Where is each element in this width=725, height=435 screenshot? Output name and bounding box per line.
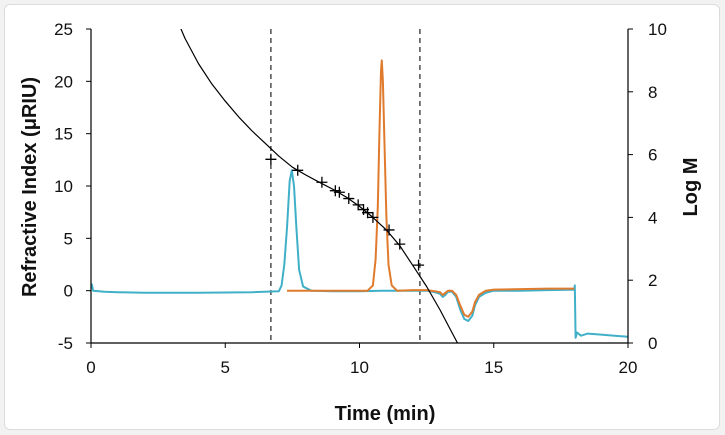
- calibration-marker-12: [413, 259, 425, 271]
- calibration-marker-6: [352, 199, 364, 211]
- y-axis-right-title: Log M: [680, 158, 702, 217]
- y-left-tick-label: 10: [54, 177, 73, 196]
- calibration-marker-8: [362, 207, 374, 219]
- y-right-tick-label: 8: [648, 83, 657, 102]
- blue-trace: [91, 169, 628, 339]
- y-left-tick-label: 20: [54, 72, 73, 91]
- calibration-marker-11: [394, 238, 406, 250]
- series-layer: [91, 29, 628, 343]
- calibration-marker-2: [316, 176, 328, 188]
- y-right-tick-label: 0: [648, 334, 657, 353]
- y-right-tick-label: 2: [648, 271, 657, 290]
- y-right-tick-label: 4: [648, 208, 657, 227]
- x-tick-label: 10: [350, 358, 369, 377]
- axis-layer: 0 5 10 15 20 -5 0 5 10 15 20 25 0 2 4 6 8 10: [54, 20, 667, 377]
- y-right-tick-label: 10: [648, 20, 667, 39]
- calibration-marker-5: [343, 193, 355, 205]
- x-tick-label: 15: [484, 358, 503, 377]
- calibration-marker-4: [333, 186, 345, 198]
- x-tick-label: 20: [619, 358, 638, 377]
- y-left-tick-label: 5: [64, 229, 73, 248]
- calibration-marker-10: [383, 224, 395, 236]
- x-tick-label: 5: [221, 358, 230, 377]
- y-left-tick-label: 0: [64, 282, 73, 301]
- y-left-tick-label: -5: [58, 334, 73, 353]
- y-right-tick-label: 6: [648, 146, 657, 165]
- x-tick-label: 0: [86, 358, 95, 377]
- orange-trace: [287, 59, 575, 318]
- y-left-tick-label: 25: [54, 20, 73, 39]
- chart-frame: [4, 4, 720, 430]
- y-left-tick-label: 15: [54, 125, 73, 144]
- x-axis-title: Time (min): [335, 403, 436, 425]
- y-axis-left-title: Refractive Index (μRIU): [19, 77, 41, 297]
- calibration-marker-1: [292, 164, 304, 176]
- calibration-marker-0: [265, 153, 277, 165]
- calibration-marker-9: [367, 211, 379, 223]
